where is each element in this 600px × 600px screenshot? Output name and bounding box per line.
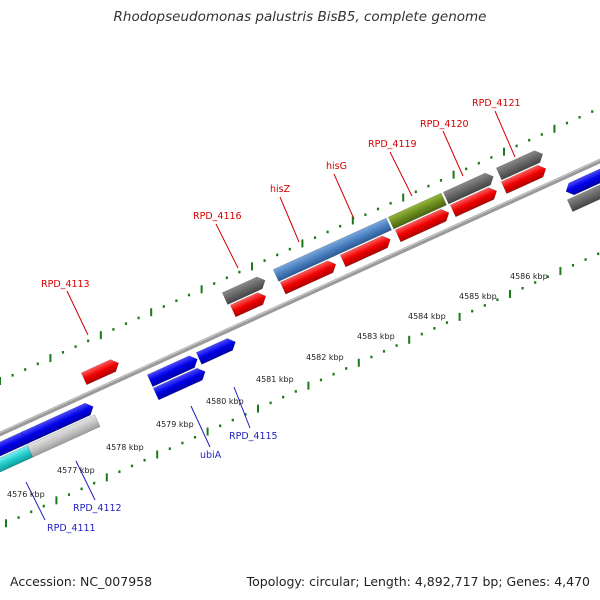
gene-label-rpd4120[interactable]: RPD_4120	[420, 119, 469, 130]
gene-rev-e	[565, 166, 600, 196]
gene-rev-e-shape	[565, 166, 600, 196]
gene-hisz-shape	[272, 217, 392, 282]
gene-rev-d-shape	[195, 338, 236, 365]
gene-rev-a-shape	[0, 430, 30, 458]
gene-label-rpd4116[interactable]: RPD_4116	[193, 211, 242, 222]
leader-rpd4121	[494, 110, 516, 158]
leader-rpd4111	[25, 481, 46, 521]
backbone-line	[0, 158, 600, 437]
gene-label-rpd4113[interactable]: RPD_4113	[41, 279, 90, 290]
gene-labels: RPD_4113 RPD_4116 hisZ hisG RPD_4119 RPD…	[41, 98, 521, 534]
leader-rpd4120	[442, 130, 464, 177]
scale-label-4582: 4582 kbp	[306, 353, 344, 362]
gene-fwd-a	[279, 260, 337, 295]
scale-label-4578: 4578 kbp	[106, 443, 144, 452]
gene-fwd-e-shape	[500, 164, 547, 194]
gene-label-rpd4112[interactable]: RPD_4112	[73, 503, 122, 514]
gene-rpd4113	[80, 359, 119, 386]
gene-label-hisg[interactable]: hisG	[326, 161, 347, 172]
gene-fwd-c	[394, 208, 450, 243]
leader-rpd4115	[233, 386, 251, 429]
leader-rpd4116	[215, 223, 239, 269]
gene-rev-a	[0, 430, 30, 458]
gene-rpd4116-fwd	[229, 292, 267, 318]
genome-title: Rhodopseudomonas palustris BisB5, comple…	[113, 9, 487, 25]
label-leader-lines	[25, 110, 516, 521]
gene-rev-b	[20, 402, 94, 445]
scale-label-4579: 4579 kbp	[156, 420, 194, 429]
gene-hisg-shape	[387, 192, 447, 230]
accession-text: Accession: NC_007958	[10, 574, 153, 589]
gene-fwd-d-shape	[449, 187, 498, 218]
leader-ubia	[190, 405, 211, 448]
gene-rev-d	[195, 338, 236, 365]
gene-rpd4116-shape	[221, 276, 266, 305]
gene-rpd4120-shape	[442, 172, 494, 205]
leader-rpd4119	[389, 151, 413, 197]
inner-tick-ring	[5, 252, 600, 528]
genome-backbone	[0, 158, 600, 437]
gene-ubia	[152, 367, 206, 401]
gene-rev-f-shape	[566, 182, 600, 212]
gene-fwd-a-shape	[279, 260, 337, 295]
gene-ubia-shape	[152, 367, 206, 401]
gene-rpd4113-shape	[80, 359, 119, 386]
scale-label-4586: 4586 kbp	[510, 272, 548, 281]
gene-label-rpd4111[interactable]: RPD_4111	[47, 523, 96, 534]
gene-hisz	[272, 217, 392, 282]
gene-fwd-b	[339, 235, 391, 268]
gene-label-hisz[interactable]: hisZ	[270, 184, 291, 195]
scale-label-4581: 4581 kbp	[256, 375, 294, 384]
outer-tick-ring	[0, 110, 594, 385]
gene-hisg	[387, 192, 447, 230]
scale-label-4580: 4580 kbp	[206, 397, 244, 406]
gene-rpd4121-shape	[495, 150, 544, 181]
leader-rpd4113	[66, 290, 89, 336]
gene-fwd-c-shape	[394, 208, 450, 243]
gene-fwd-e	[500, 164, 547, 194]
gene-label-rpd4121[interactable]: RPD_4121	[472, 98, 521, 109]
gene-rpd4116-fwd-shape	[229, 292, 267, 318]
scale-label-4584: 4584 kbp	[408, 312, 446, 321]
gene-rpd4112-shape	[26, 414, 101, 458]
gene-label-ubia[interactable]: ubiA	[200, 450, 222, 461]
leader-rpd4112	[75, 460, 96, 501]
scale-label-4576: 4576 kbp	[7, 490, 45, 499]
backbone-highlight	[0, 158, 600, 434]
gene-rpd4121	[495, 150, 544, 181]
gene-label-rpd4115[interactable]: RPD_4115	[229, 431, 278, 442]
gene-label-rpd4119[interactable]: RPD_4119	[368, 139, 417, 150]
scale-labels: 4576 kbp 4577 kbp 4578 kbp 4579 kbp 4580…	[7, 272, 548, 499]
gene-rev-c	[146, 355, 198, 388]
gene-rpd4120	[442, 172, 494, 205]
leader-hisz	[279, 196, 300, 243]
gene-fwd-b-shape	[339, 235, 391, 268]
gene-rpd4116	[221, 276, 266, 305]
scale-label-4583: 4583 kbp	[357, 332, 395, 341]
gene-rev-b-shape	[20, 402, 94, 445]
scale-label-4585: 4585 kbp	[459, 292, 497, 301]
scale-label-4577: 4577 kbp	[57, 466, 95, 475]
gene-rev-f	[566, 182, 600, 212]
genome-summary-text: Topology: circular; Length: 4,892,717 bp…	[246, 574, 590, 589]
gene-fwd-d	[449, 187, 498, 218]
gene-features	[0, 150, 600, 476]
leader-hisg	[333, 173, 355, 220]
gene-rev-c-shape	[146, 355, 198, 388]
gene-rpd4112	[26, 414, 101, 458]
